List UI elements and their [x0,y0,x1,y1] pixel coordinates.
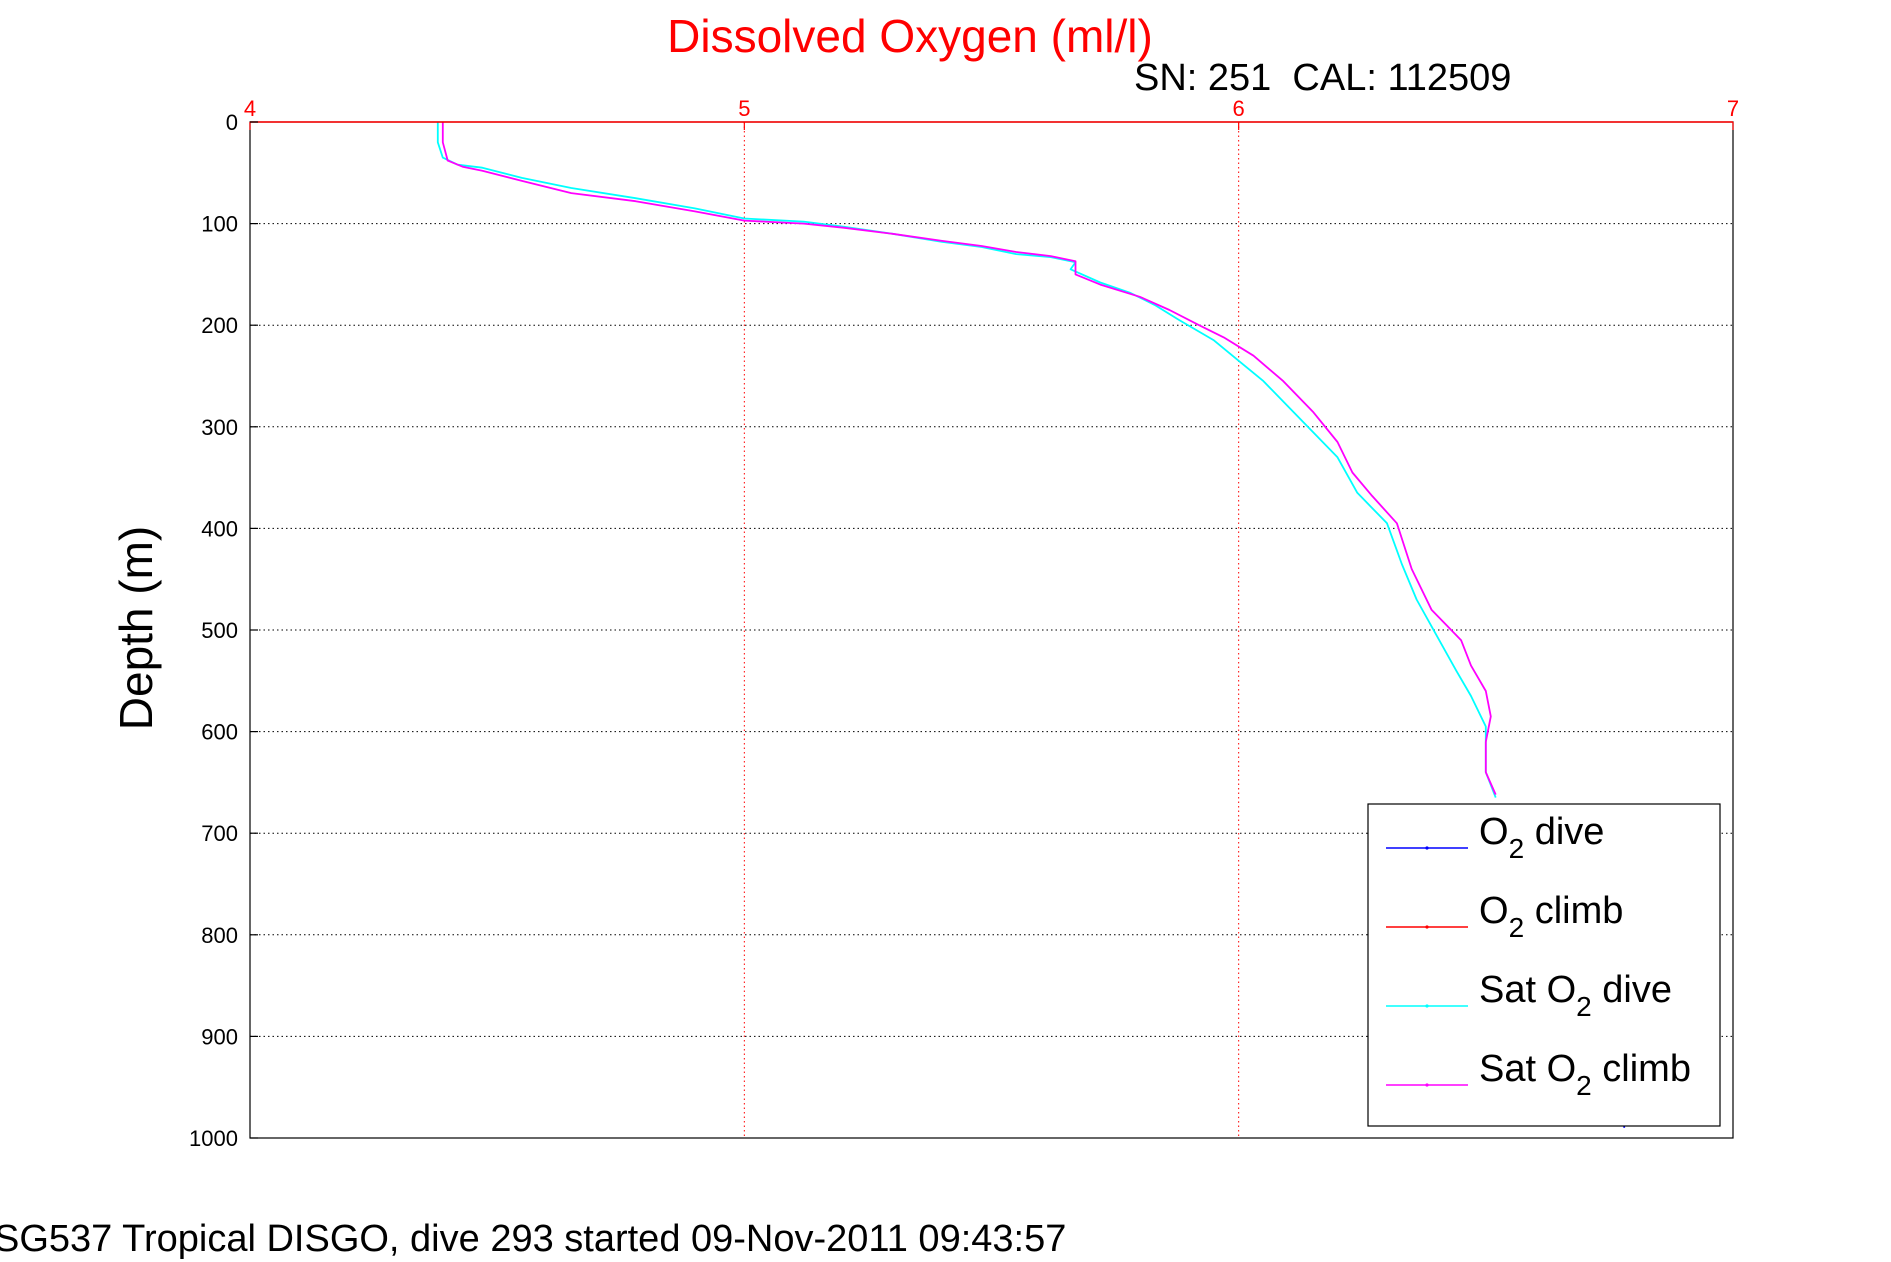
figure-footer: SG537 Tropical DISGO, dive 293 started 0… [0,1218,1066,1260]
y-tick-label: 600 [201,720,238,745]
legend-label-rest: climb [1524,890,1623,932]
legend-label-main: Sat O [1479,969,1576,1011]
legend-label-sub: 2 [1576,991,1592,1022]
series-line-0 [436,122,1497,798]
legend-label-rest: climb [1592,1048,1691,1090]
x-tick-label: 6 [1233,96,1245,121]
series-line-1 [441,122,1497,795]
legend-label-rest: dive [1592,969,1672,1011]
legend-marker [1425,1004,1429,1008]
legend-box [1367,803,1721,1127]
legend-label: O2 climb [1479,890,1623,943]
legend-label-sub: 2 [1509,912,1525,943]
x-tick-label: 5 [738,96,750,121]
y-tick-label: 1000 [189,1126,238,1151]
legend-label-main: O [1479,890,1509,932]
legend-marker [1425,846,1429,850]
legend-marker [1425,925,1429,929]
grid-lines [250,122,1733,1138]
x-tick-label: 4 [244,96,256,121]
x-axis: 4 5 6 7 [244,96,1739,130]
y-tick-label: 800 [201,923,238,948]
y-axis-label: Depth (m) [110,526,162,730]
y-tick-label: 200 [201,313,238,338]
y-tick-label: 300 [201,415,238,440]
x-tick-label: 7 [1727,96,1739,121]
legend-label: Sat O2 climb [1479,1048,1691,1101]
y-tick-label: 500 [201,618,238,643]
legend-label-sub: 2 [1509,833,1525,864]
y-tick-label: 100 [201,212,238,237]
y-tick-label: 900 [201,1024,238,1049]
y-axis: 0 100 200 300 400 500 600 700 800 900 1000 [189,110,258,1151]
legend-label: Sat O2 dive [1479,969,1672,1022]
chart-subtitle: SN: 251 CAL: 112509 [1134,57,1511,99]
y-tick-label: 0 [226,110,238,135]
legend-label-main: O [1479,811,1509,853]
legend-label-sub: 2 [1576,1070,1592,1101]
chart-title: Dissolved Oxygen (ml/l) [667,10,1153,62]
legend-label-rest: dive [1524,811,1604,853]
legend-label-main: Sat O [1479,1048,1576,1090]
legend-label: O2 dive [1479,811,1604,864]
legend-marker [1425,1083,1429,1087]
y-tick-label: 400 [201,516,238,541]
y-tick-label: 700 [201,821,238,846]
